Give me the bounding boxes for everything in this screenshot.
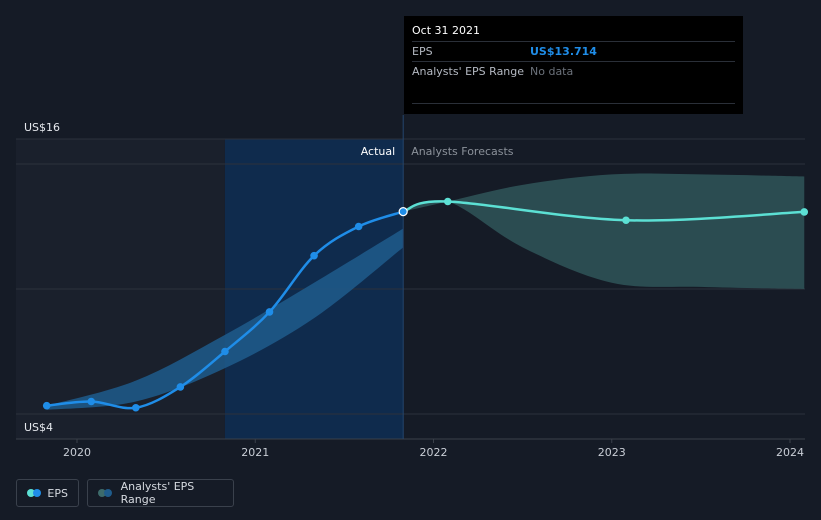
- gridlines: [16, 138, 805, 440]
- eps-point: [398, 207, 408, 217]
- eps-points: [42, 197, 809, 412]
- y-axis-label-bottom: US$4: [24, 421, 53, 434]
- x-axis-ticks: 2020 2021 2022 2023 2024: [63, 439, 804, 459]
- eps-point: [265, 308, 274, 316]
- x-tick-label: 2022: [420, 446, 448, 459]
- legend-eps-button[interactable]: EPS: [16, 479, 79, 507]
- tooltip-eps-label: EPS: [412, 45, 433, 58]
- tooltip-range-row: Analysts' EPS Range No data: [412, 61, 735, 81]
- tooltip-eps-row: EPS US$13.714: [412, 41, 735, 61]
- eps-forecast-line: [402, 200, 805, 222]
- range-legend-icon: [98, 489, 113, 497]
- analysts-eps-range-forecast-area: [403, 173, 805, 289]
- eps-forecast-point: [800, 208, 809, 216]
- eps-forecast-point: [443, 197, 452, 206]
- eps-point: [132, 403, 140, 412]
- tooltip-date: Oct 31 2021: [412, 24, 481, 37]
- eps-point: [87, 397, 96, 406]
- legend-eps-label: EPS: [47, 486, 68, 500]
- legend-range-label: Analysts' EPS Range: [120, 480, 195, 506]
- eps-point: [42, 401, 51, 410]
- tooltip-range-label: Analysts' EPS Range: [412, 65, 525, 78]
- x-tick-label: 2021: [241, 446, 269, 459]
- eps-point: [221, 347, 229, 356]
- section-label-forecast: Analysts Forecasts: [411, 145, 514, 158]
- eps-point: [310, 251, 318, 260]
- eps-point: [176, 383, 185, 391]
- tooltip: Oct 31 2021 EPS US$13.714 Analysts' EPS …: [404, 16, 743, 114]
- eps-point: [354, 222, 363, 231]
- eps-legend-icon: [27, 489, 41, 497]
- y-axis-label-top: US$16: [24, 121, 60, 134]
- tooltip-range-value: No data: [530, 65, 574, 78]
- section-label-actual: Actual: [361, 145, 395, 158]
- tooltip-eps-value: US$13.714: [530, 45, 597, 58]
- x-tick-label: 2023: [598, 446, 626, 459]
- eps-forecast-point: [622, 216, 630, 225]
- x-tick-label: 2024: [776, 446, 804, 459]
- legend-range-button[interactable]: Analysts' EPS Range: [87, 479, 234, 507]
- eps-chart: US$16 US$4 Actual Analysts Forecasts 202…: [16, 115, 809, 459]
- x-tick-label: 2020: [63, 446, 91, 459]
- tooltip-divider: [412, 103, 735, 104]
